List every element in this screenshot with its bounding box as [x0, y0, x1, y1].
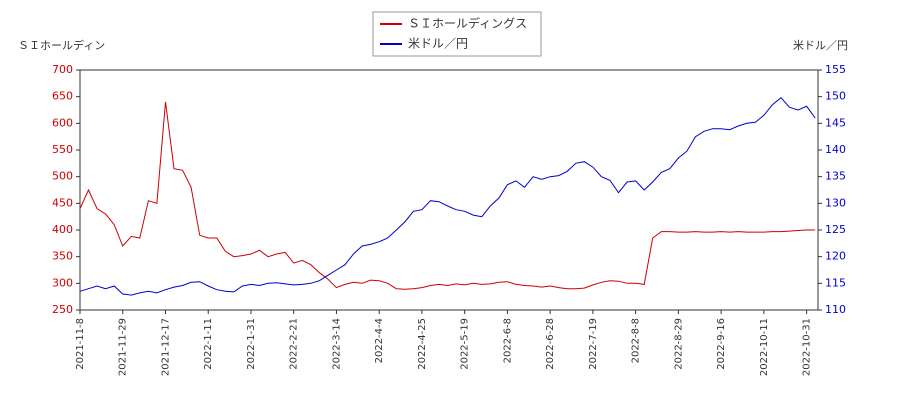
y2-tick-label: 110: [825, 303, 846, 316]
x-tick-label: 2022-4-25: [417, 318, 428, 370]
x-tick-label: 2022-6-8: [502, 318, 513, 363]
x-tick-label: 2022-8-8: [631, 318, 642, 363]
x-tick-label: 2022-6-28: [545, 318, 556, 370]
y-tick-label: 600: [52, 116, 73, 129]
x-tick-label: 2022-10-31: [802, 318, 813, 376]
x-tick-label: 2021-11-29: [118, 318, 129, 376]
x-tick-label: 2022-8-29: [673, 318, 684, 370]
y2-tick-label: 155: [825, 63, 846, 76]
y2-tick-label: 120: [825, 250, 846, 263]
y2-tick-label: 125: [825, 223, 846, 236]
x-tick-label: 2022-5-19: [460, 318, 471, 370]
y-tick-label: 450: [52, 196, 73, 209]
x-tick-label: 2022-9-16: [716, 318, 727, 370]
x-tick-label: 2022-1-31: [246, 318, 257, 370]
legend: [372, 11, 542, 57]
y-axis-label: ＳＩホールディン: [18, 38, 105, 52]
y2-tick-label: 130: [825, 196, 846, 209]
y2-tick-label: 135: [825, 170, 846, 183]
x-tick-label: 2022-3-14: [331, 318, 342, 370]
series-line: [79, 97, 816, 296]
y2-tick-label: 115: [825, 276, 846, 289]
x-tick-label: 2022-10-11: [759, 318, 770, 376]
y2-tick-label: 145: [825, 116, 846, 129]
y-tick-label: 700: [52, 63, 73, 76]
x-tick-label: 2022-2-21: [289, 318, 300, 370]
x-tick-label: 2022-7-19: [588, 318, 599, 370]
y-tick-label: 500: [52, 170, 73, 183]
series-line: [79, 101, 816, 290]
y-tick-label: 300: [52, 276, 73, 289]
y-tick-label: 550: [52, 143, 73, 156]
y2-tick-label: 150: [825, 90, 846, 103]
y-tick-label: 350: [52, 250, 73, 263]
x-tick-label: 2022-1-11: [203, 318, 214, 370]
y-tick-label: 400: [52, 223, 73, 236]
y2-tick-label: 140: [825, 143, 846, 156]
legend-label: ＳＩホールディングス: [408, 16, 527, 31]
x-tick-label: 2021-12-17: [160, 318, 171, 376]
legend-label: 米ドル／円: [408, 37, 468, 51]
y2-axis-label: 米ドル／円: [793, 39, 848, 52]
x-tick-label: 2022-4-4: [374, 318, 385, 363]
x-tick-label: 2021-11-8: [75, 318, 86, 370]
y-tick-label: 650: [52, 90, 73, 103]
plot-frame: [79, 69, 819, 311]
y-tick-label: 250: [52, 303, 73, 316]
